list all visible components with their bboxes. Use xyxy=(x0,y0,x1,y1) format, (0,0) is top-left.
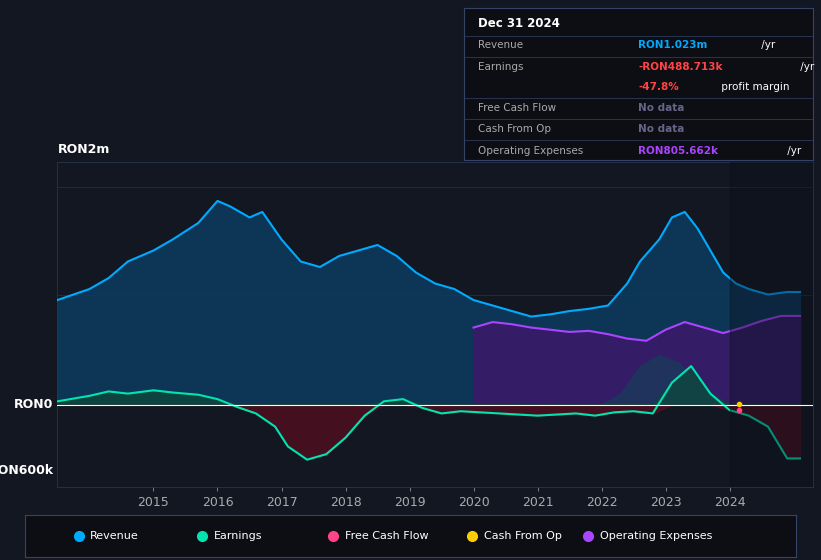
Text: RON2m: RON2m xyxy=(57,143,110,156)
Text: Revenue: Revenue xyxy=(478,40,523,50)
Text: -RON488.713k: -RON488.713k xyxy=(639,62,722,72)
Text: No data: No data xyxy=(639,124,685,134)
Bar xyxy=(730,162,813,487)
Text: Revenue: Revenue xyxy=(90,531,139,541)
Text: -47.8%: -47.8% xyxy=(639,82,679,92)
Text: Free Cash Flow: Free Cash Flow xyxy=(345,531,429,541)
Text: Earnings: Earnings xyxy=(213,531,262,541)
Text: -RON600k: -RON600k xyxy=(0,464,53,477)
Text: RON1.023m: RON1.023m xyxy=(639,40,708,50)
Text: Cash From Op: Cash From Op xyxy=(478,124,551,134)
Text: /yr: /yr xyxy=(797,62,814,72)
Text: profit margin: profit margin xyxy=(718,82,789,92)
Text: Operating Expenses: Operating Expenses xyxy=(478,146,583,156)
Text: RON805.662k: RON805.662k xyxy=(639,146,718,156)
Text: Free Cash Flow: Free Cash Flow xyxy=(478,103,556,113)
Text: Dec 31 2024: Dec 31 2024 xyxy=(478,17,560,30)
Text: Operating Expenses: Operating Expenses xyxy=(599,531,712,541)
Text: /yr: /yr xyxy=(758,40,775,50)
Text: /yr: /yr xyxy=(784,146,801,156)
Text: RON0: RON0 xyxy=(14,398,53,411)
Text: Earnings: Earnings xyxy=(478,62,523,72)
Text: Cash From Op: Cash From Op xyxy=(484,531,562,541)
Text: No data: No data xyxy=(639,103,685,113)
